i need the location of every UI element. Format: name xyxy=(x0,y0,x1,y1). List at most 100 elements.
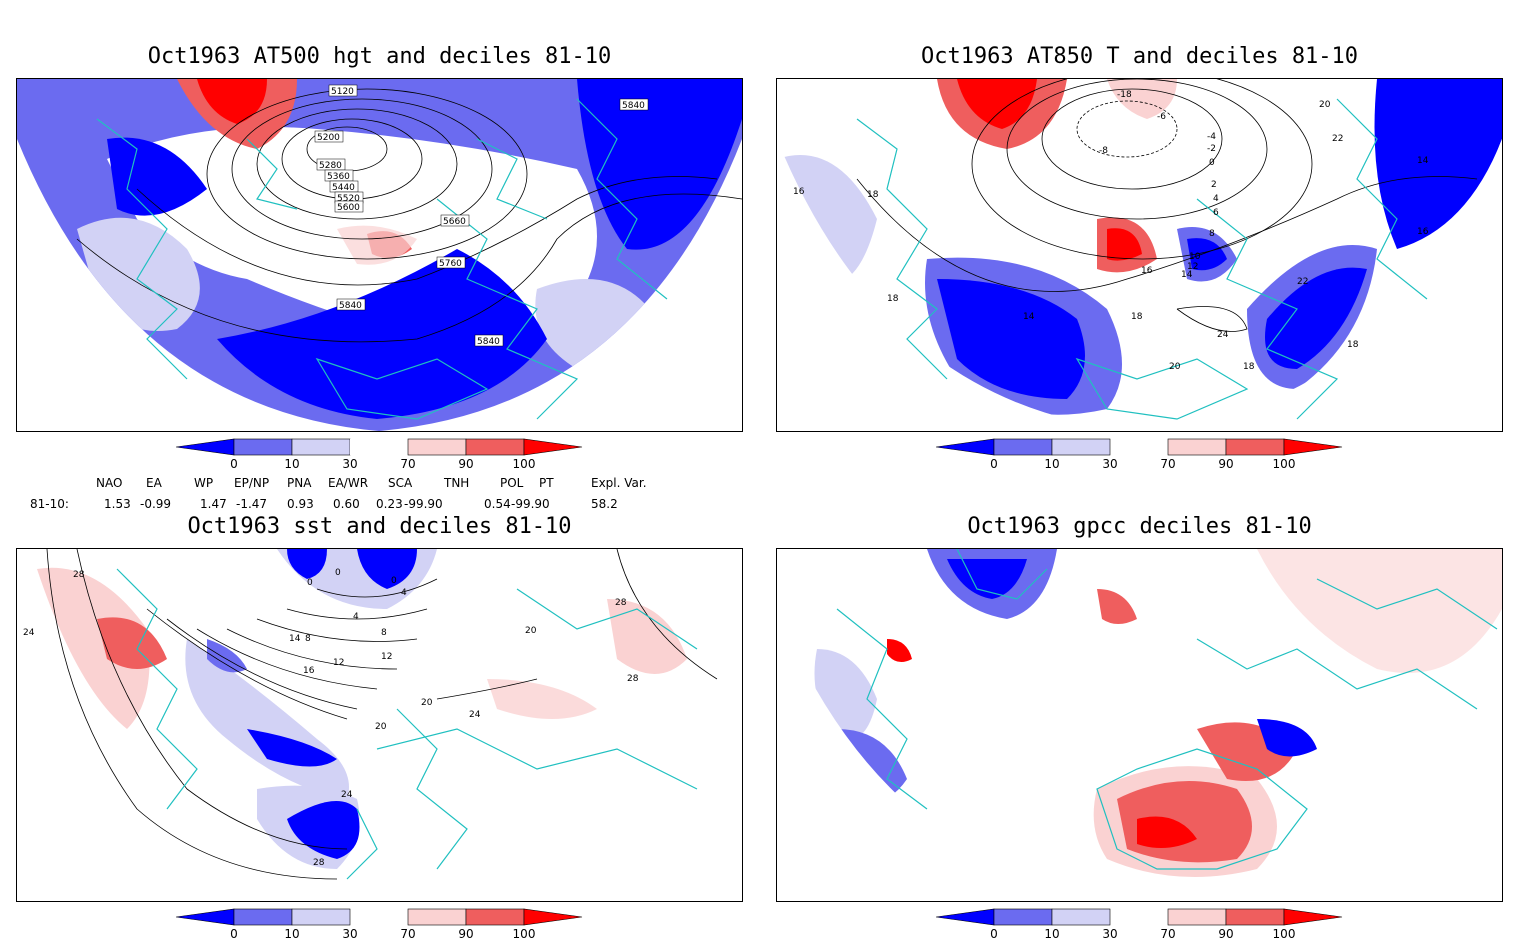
contour-label: 12 xyxy=(381,652,392,662)
colorbar-tick: 100 xyxy=(1273,927,1296,940)
contour-label: 10 xyxy=(1189,252,1201,262)
contour-label: 5120 xyxy=(331,87,354,97)
panel-title-gpcc: Oct1963 gpcc deciles 81-10 xyxy=(967,514,1312,539)
colorbar-tick: 70 xyxy=(400,927,415,940)
colorbar-tick: 90 xyxy=(1218,927,1233,940)
contour-label: 8 xyxy=(381,628,387,638)
index-header: PT xyxy=(539,476,554,490)
contour-label: -18 xyxy=(1117,90,1132,100)
contour-label: 16 xyxy=(1417,227,1429,237)
contour-label: 24 xyxy=(341,790,353,800)
contour-label: 24 xyxy=(469,710,481,720)
contour-label: 18 xyxy=(1131,312,1143,322)
index-value: -1.47 xyxy=(236,497,268,511)
contour-label: 24 xyxy=(1217,330,1229,340)
contour-label: 14 xyxy=(289,634,301,644)
contour-label: 14 xyxy=(1181,270,1193,280)
colorbar-tick: 10 xyxy=(284,457,299,470)
colorbar-bottom-right: 0 10 30 70 90 100 xyxy=(936,908,1343,940)
contour-label: 12 xyxy=(1187,262,1198,272)
map-panel-hgt: 5120 5200 5280 5360 5440 5520 5600 5660 … xyxy=(16,78,743,432)
contour-label: 14 xyxy=(1023,312,1035,322)
sst-map-svg: 28 24 0 0 0 4 4 8 8 12 12 14 16 20 20 24… xyxy=(17,549,742,901)
contour-label: 14 xyxy=(1417,156,1429,166)
contour-label: -4 xyxy=(1207,132,1216,142)
colorbar-tick: 0 xyxy=(990,457,998,470)
contour-label: 8 xyxy=(305,634,311,644)
contour-label: 0 xyxy=(335,568,341,578)
colorbar-tick: 90 xyxy=(1218,457,1233,470)
contour-label: 0 xyxy=(1209,158,1215,168)
panel-title-hgt: Oct1963 AT500 hgt and deciles 81-10 xyxy=(147,44,612,69)
index-value: 1.47 xyxy=(200,497,227,511)
contour-label: 16 xyxy=(1141,266,1153,276)
colorbar-tick: 100 xyxy=(1273,457,1296,470)
map-panel-sst: 28 24 0 0 0 4 4 8 8 12 12 14 16 20 20 24… xyxy=(16,548,743,902)
contour-label: 20 xyxy=(525,626,537,636)
colorbar-tick: 0 xyxy=(990,927,998,940)
colorbar-bottom-left: 0 10 30 70 90 100 xyxy=(176,908,583,940)
index-header: EA xyxy=(146,476,162,490)
contour-label: 5840 xyxy=(339,301,362,311)
colorbar-tick: 30 xyxy=(342,927,357,940)
index-value: -99.90 xyxy=(404,497,443,511)
index-row-label: 81-10: xyxy=(30,497,69,511)
colorbar-tick: 70 xyxy=(1160,457,1175,470)
contour-label: 5200 xyxy=(317,133,340,143)
contour-label: 22 xyxy=(1297,277,1308,287)
index-header: POL xyxy=(500,476,524,490)
index-header: EA/WR xyxy=(328,476,369,490)
contour-label: 4 xyxy=(1213,194,1219,204)
contour-label: 22 xyxy=(1332,134,1343,144)
colorbar-tick: 100 xyxy=(513,927,536,940)
colorbar-tick: 30 xyxy=(1102,927,1117,940)
panel-title-sst: Oct1963 sst and deciles 81-10 xyxy=(187,514,572,539)
colorbar-tick: 30 xyxy=(1102,457,1117,470)
contour-label: 18 xyxy=(1243,362,1255,372)
colorbar-tick: 0 xyxy=(230,457,238,470)
colorbar-tick: 10 xyxy=(284,927,299,940)
contour-label: 18 xyxy=(887,294,899,304)
contour-label: 8 xyxy=(1209,229,1215,239)
contour-label: 2 xyxy=(1211,180,1217,190)
index-header: Expl. Var. xyxy=(591,476,647,490)
index-value: 0.23 xyxy=(376,497,403,511)
hgt-map-svg: 5120 5200 5280 5360 5440 5520 5600 5660 … xyxy=(17,79,742,431)
contour-label: 20 xyxy=(1319,100,1331,110)
contour-label: 4 xyxy=(353,612,359,622)
colorbar-top-left: 0 10 30 70 90 100 xyxy=(176,438,583,470)
colorbar-tick: 90 xyxy=(458,457,473,470)
colorbar-tick: 0 xyxy=(230,927,238,940)
index-header: EP/NP xyxy=(234,476,270,490)
contour-label: 5600 xyxy=(337,203,360,213)
contour-label: 6 xyxy=(1213,208,1219,218)
t850-map-svg: -18 -6 -4 -2 0 2 4 6 8 10 12 14 14 16 16… xyxy=(777,79,1502,431)
index-header: WP xyxy=(194,476,214,490)
colorbar-tick: 10 xyxy=(1044,927,1059,940)
index-value: 58.2 xyxy=(591,497,618,511)
contour-label: 5840 xyxy=(622,101,645,111)
index-value: -99.90 xyxy=(511,497,550,511)
map-panel-gpcc xyxy=(776,548,1503,902)
contour-label: 28 xyxy=(73,570,85,580)
index-value: -0.99 xyxy=(140,497,172,511)
colorbar-tick: 100 xyxy=(513,457,536,470)
contour-label: 20 xyxy=(1169,362,1181,372)
contour-label: 28 xyxy=(313,858,325,868)
contour-label: 5840 xyxy=(477,337,500,347)
contour-label: 5520 xyxy=(337,194,360,204)
contour-label: 4 xyxy=(401,588,407,598)
index-value: 0.60 xyxy=(333,497,360,511)
contour-label: -8 xyxy=(1099,146,1108,156)
colorbar-top-right: 0 10 30 70 90 100 xyxy=(936,438,1343,470)
index-value: 0.54 xyxy=(484,497,511,511)
index-header: TNH xyxy=(444,476,470,490)
contour-label: 5440 xyxy=(332,183,355,193)
colorbar-tick: 10 xyxy=(1044,457,1059,470)
contour-label: 18 xyxy=(1347,340,1359,350)
colorbar-tick: 70 xyxy=(400,457,415,470)
contour-label: 12 xyxy=(333,658,344,668)
gpcc-map-svg xyxy=(777,549,1502,901)
colorbar-tick: 30 xyxy=(342,457,357,470)
contour-label: 16 xyxy=(793,187,805,197)
